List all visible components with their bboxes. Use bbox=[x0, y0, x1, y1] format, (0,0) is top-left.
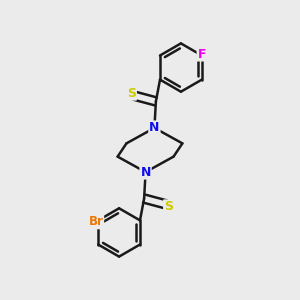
Text: S: S bbox=[127, 87, 136, 100]
Text: F: F bbox=[198, 47, 206, 61]
Text: N: N bbox=[149, 122, 160, 134]
Text: Br: Br bbox=[88, 215, 103, 228]
Text: N: N bbox=[140, 166, 151, 178]
Text: S: S bbox=[164, 200, 173, 213]
